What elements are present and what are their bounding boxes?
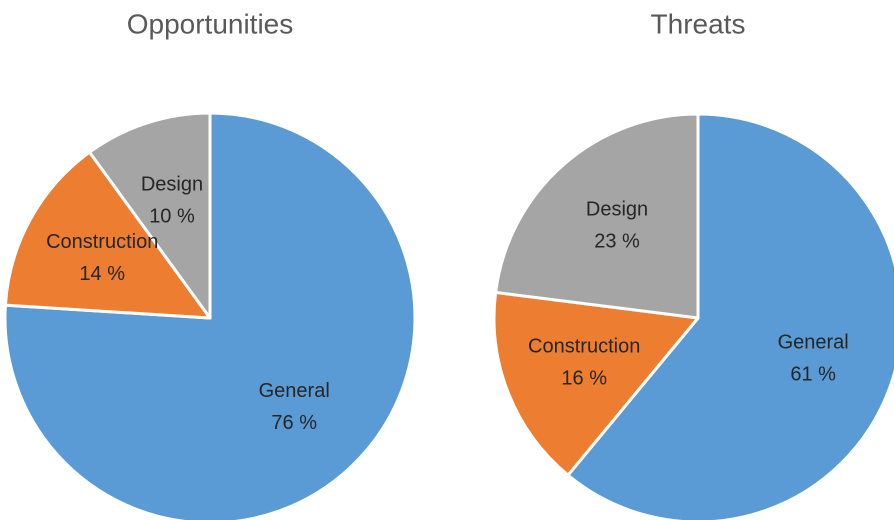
pie-slice [88, 111, 212, 320]
slice-value-label: 61 % [790, 364, 836, 386]
pie-slice [3, 150, 212, 320]
slice-value-label: 23 % [594, 230, 640, 252]
slice-value-label: 76 % [271, 412, 317, 434]
chart-title: Opportunities [127, 8, 294, 39]
slice-label: General [778, 332, 849, 354]
pie-slice [3, 111, 417, 520]
slice-label: Construction [46, 231, 158, 253]
slice-value-label: 10 % [149, 205, 195, 227]
slice-value-label: 14 % [79, 263, 125, 285]
chart-title: Threats [651, 8, 746, 39]
slice-label: Design [141, 173, 203, 195]
pie-slice [566, 112, 894, 520]
pie-slice [494, 112, 700, 320]
slice-label: Design [586, 198, 648, 220]
slice-label: General [259, 380, 330, 402]
slice-label: Construction [528, 335, 640, 357]
pie-slice [492, 290, 700, 477]
slice-value-label: 16 % [561, 367, 607, 389]
